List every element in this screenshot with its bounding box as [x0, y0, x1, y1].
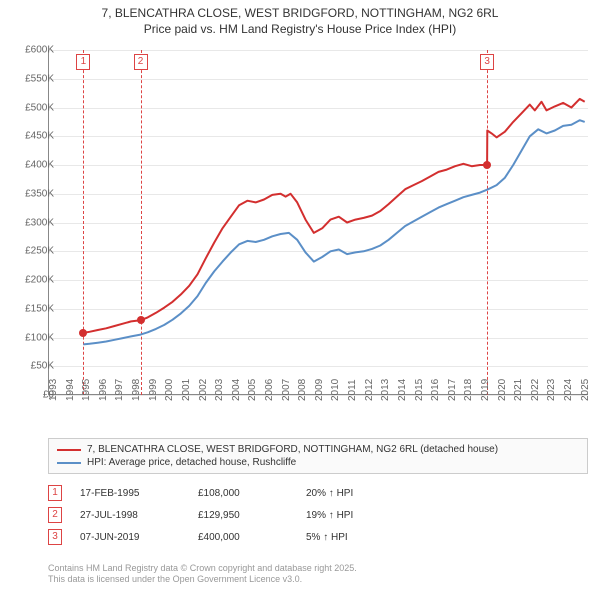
xtick-label: 2001: [181, 379, 192, 401]
transaction-date: 17-FEB-1995: [80, 488, 180, 499]
footer-line2: This data is licensed under the Open Gov…: [48, 574, 588, 586]
xtick-label: 2008: [297, 379, 308, 401]
transaction-number: 3: [48, 529, 62, 545]
xtick-label: 2013: [380, 379, 391, 401]
xtick-label: 1997: [114, 379, 125, 401]
transaction-row: 3 07-JUN-2019 £400,000 5% ↑ HPI: [48, 526, 588, 548]
transaction-vs-hpi: 5% ↑ HPI: [306, 532, 416, 543]
ytick-label: £250K: [10, 246, 54, 257]
xtick-label: 2017: [447, 379, 458, 401]
xtick-label: 2005: [247, 379, 258, 401]
xtick-label: 2014: [397, 379, 408, 401]
transaction-date: 07-JUN-2019: [80, 532, 180, 543]
xtick-label: 2021: [513, 379, 524, 401]
xtick-label: 1996: [98, 379, 109, 401]
xtick-label: 2004: [231, 379, 242, 401]
transaction-price: £129,950: [198, 510, 288, 521]
xtick-label: 2006: [264, 379, 275, 401]
footer-line1: Contains HM Land Registry data © Crown c…: [48, 563, 588, 575]
xtick-label: 1998: [131, 379, 142, 401]
xtick-label: 1993: [48, 379, 59, 401]
legend-swatch: [57, 449, 81, 451]
legend-swatch: [57, 462, 81, 464]
transactions-table: 1 17-FEB-1995 £108,000 20% ↑ HPI 2 27-JUL-199…: [48, 482, 588, 548]
ytick-label: £200K: [10, 275, 54, 286]
attribution-footer: Contains HM Land Registry data © Crown c…: [48, 563, 588, 586]
title-line1: 7, BLENCATHRA CLOSE, WEST BRIDGFORD, NOT…: [8, 6, 592, 22]
ytick-label: £600K: [10, 45, 54, 56]
ytick-label: £550K: [10, 73, 54, 84]
xtick-label: 2015: [414, 379, 425, 401]
xtick-label: 2003: [214, 379, 225, 401]
ytick-label: £400K: [10, 160, 54, 171]
xtick-label: 2000: [164, 379, 175, 401]
xtick-label: 2011: [347, 379, 358, 401]
ytick-label: £500K: [10, 102, 54, 113]
chart-title: 7, BLENCATHRA CLOSE, WEST BRIDGFORD, NOT…: [0, 0, 600, 39]
ytick-label: £150K: [10, 303, 54, 314]
xtick-label: 2020: [497, 379, 508, 401]
plot-area: 123: [48, 50, 588, 395]
legend-item: HPI: Average price, detached house, Rush…: [57, 456, 579, 469]
xtick-label: 1995: [81, 379, 92, 401]
chart-container: 7, BLENCATHRA CLOSE, WEST BRIDGFORD, NOT…: [0, 0, 600, 590]
xtick-label: 2022: [530, 379, 541, 401]
xtick-label: 2023: [546, 379, 557, 401]
transaction-row: 2 27-JUL-1998 £129,950 19% ↑ HPI: [48, 504, 588, 526]
xtick-label: 1999: [148, 379, 159, 401]
xtick-label: 2025: [580, 379, 591, 401]
ytick-label: £100K: [10, 332, 54, 343]
ytick-label: £450K: [10, 131, 54, 142]
ytick-label: £50K: [10, 361, 54, 372]
xtick-label: 2024: [563, 379, 574, 401]
legend-label: 7, BLENCATHRA CLOSE, WEST BRIDGFORD, NOT…: [87, 444, 498, 455]
xtick-label: 2018: [463, 379, 474, 401]
xtick-label: 2019: [480, 379, 491, 401]
transaction-number: 1: [48, 485, 62, 501]
transaction-vs-hpi: 19% ↑ HPI: [306, 510, 416, 521]
transaction-number: 2: [48, 507, 62, 523]
xtick-label: 2007: [281, 379, 292, 401]
transaction-date: 27-JUL-1998: [80, 510, 180, 521]
title-line2: Price paid vs. HM Land Registry's House …: [8, 22, 592, 38]
legend-label: HPI: Average price, detached house, Rush…: [87, 457, 296, 468]
ytick-label: £300K: [10, 217, 54, 228]
xtick-label: 1994: [65, 379, 76, 401]
transaction-price: £400,000: [198, 532, 288, 543]
xtick-label: 2012: [364, 379, 375, 401]
legend-item: 7, BLENCATHRA CLOSE, WEST BRIDGFORD, NOT…: [57, 443, 579, 456]
transaction-price: £108,000: [198, 488, 288, 499]
line-series-svg: [48, 50, 588, 395]
transaction-row: 1 17-FEB-1995 £108,000 20% ↑ HPI: [48, 482, 588, 504]
ytick-label: £350K: [10, 188, 54, 199]
transaction-vs-hpi: 20% ↑ HPI: [306, 488, 416, 499]
legend: 7, BLENCATHRA CLOSE, WEST BRIDGFORD, NOT…: [48, 438, 588, 474]
xtick-label: 2002: [198, 379, 209, 401]
series-price_paid: [83, 99, 584, 333]
xtick-label: 2016: [430, 379, 441, 401]
xtick-label: 2010: [330, 379, 341, 401]
xtick-label: 2009: [314, 379, 325, 401]
